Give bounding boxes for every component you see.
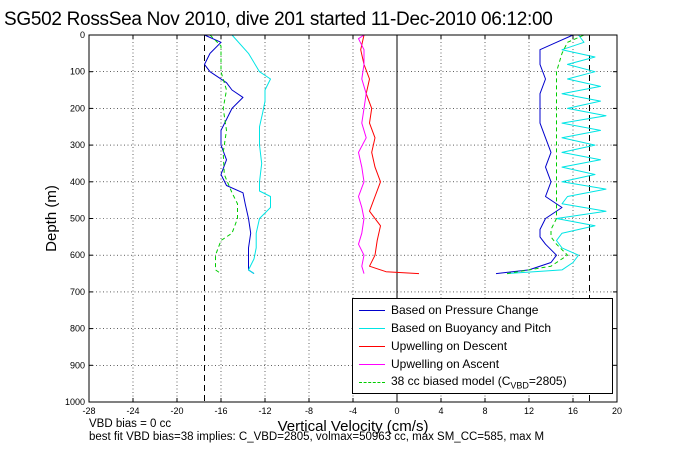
- best-fit-note: best fit VBD bias=38 implies: C_VBD=2805…: [89, 431, 545, 443]
- legend-swatch: [359, 327, 385, 329]
- series-line-2: [506, 34, 607, 275]
- x-tick-label: -8: [305, 406, 313, 416]
- y-tick-label: 300: [70, 140, 85, 150]
- data-series: [204, 34, 607, 275]
- y-tick-label: 0: [80, 30, 85, 40]
- chart-title: SG502 RossSea Nov 2010, dive 201 started…: [4, 9, 553, 30]
- legend-label: 38 cc biased model (CVBD=2805): [391, 373, 567, 391]
- legend-item: Based on Buoyancy and Pitch: [359, 320, 551, 336]
- x-tick-label: 20: [612, 406, 622, 416]
- x-tick-label: -28: [82, 406, 95, 416]
- series-line-2: [231, 34, 271, 275]
- x-tick-label: 16: [568, 406, 578, 416]
- legend-swatch: [359, 309, 385, 311]
- vbd-bias-note: VBD bias = 0 cc: [89, 418, 172, 430]
- y-tick-label: 1000: [65, 397, 85, 407]
- x-tick-label: 4: [438, 406, 443, 416]
- y-tick-label: 800: [70, 324, 85, 334]
- legend-label: Based on Pressure Change: [391, 303, 539, 317]
- series-line-3: [360, 34, 420, 275]
- legend-swatch: [359, 363, 385, 365]
- x-tick-label: -4: [349, 406, 357, 416]
- x-axis-label: Vertical Velocity (cm/s): [278, 418, 429, 435]
- legend-item: Upwelling on Descent: [359, 338, 507, 354]
- y-tick-label: 500: [70, 214, 85, 224]
- x-tick-label: -16: [214, 406, 227, 416]
- legend-item: Based on Pressure Change: [359, 302, 538, 318]
- series-line-4: [358, 34, 367, 274]
- series-line-1: [204, 34, 255, 275]
- y-tick-label: 200: [70, 103, 85, 113]
- series-line-5: [209, 34, 238, 275]
- y-tick-label: 100: [70, 67, 85, 77]
- y-tick-label: 700: [70, 287, 85, 297]
- legend-item: Upwelling on Ascent: [359, 356, 499, 372]
- y-axis-label: Depth (m): [43, 185, 60, 252]
- legend-label: Based on Buoyancy and Pitch: [391, 321, 552, 335]
- legend: Based on Pressure Change Based on Buoyanc…: [352, 298, 613, 394]
- legend-label: Upwelling on Ascent: [391, 357, 500, 371]
- y-tick-label: 900: [70, 360, 85, 370]
- x-tick-label: -20: [170, 406, 183, 416]
- legend-item: 38 cc biased model (CVBD=2805): [359, 374, 567, 390]
- legend-swatch: [359, 345, 385, 347]
- x-tick-label: -24: [126, 406, 139, 416]
- y-tick-label: 400: [70, 177, 85, 187]
- y-tick-label: 600: [70, 250, 85, 260]
- series-line-1: [495, 34, 574, 275]
- series-line-5: [506, 34, 585, 275]
- x-tick-label: -12: [258, 406, 271, 416]
- tick-labels: -28 -24 -20 -16 -12 -8 -4 0 4 8 12 16 20010020030040…: [65, 30, 622, 416]
- legend-swatch: [359, 381, 385, 383]
- legend-label: Upwelling on Descent: [391, 339, 508, 353]
- x-tick-label: 12: [524, 406, 534, 416]
- x-tick-label: 0: [394, 406, 399, 416]
- x-tick-label: 8: [482, 406, 487, 416]
